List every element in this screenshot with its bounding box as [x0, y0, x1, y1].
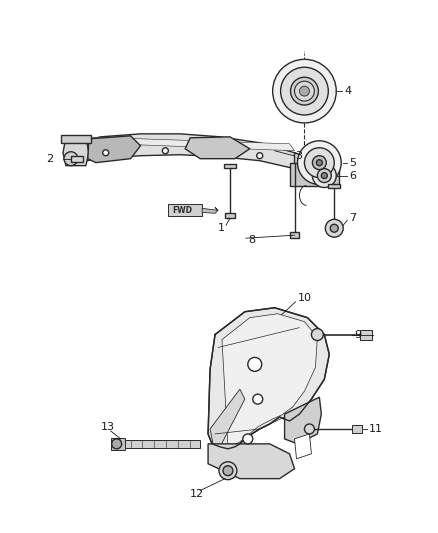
Circle shape: [297, 141, 341, 184]
Circle shape: [294, 81, 314, 101]
Polygon shape: [111, 438, 124, 450]
Polygon shape: [73, 134, 318, 179]
Text: 11: 11: [369, 424, 383, 434]
Circle shape: [223, 466, 233, 475]
Polygon shape: [123, 440, 200, 448]
Circle shape: [312, 164, 336, 188]
Text: FWD: FWD: [172, 206, 192, 215]
Polygon shape: [328, 183, 340, 189]
Text: 9: 9: [354, 329, 361, 340]
Circle shape: [281, 67, 328, 115]
Polygon shape: [208, 308, 329, 449]
Polygon shape: [208, 444, 294, 479]
Text: 4: 4: [344, 86, 351, 96]
Circle shape: [304, 424, 314, 434]
Polygon shape: [168, 204, 202, 216]
Polygon shape: [88, 136, 141, 163]
Polygon shape: [202, 207, 218, 213]
Circle shape: [318, 168, 331, 182]
Circle shape: [253, 394, 263, 404]
Text: 7: 7: [349, 213, 356, 223]
Circle shape: [273, 59, 336, 123]
Circle shape: [290, 77, 318, 105]
Circle shape: [300, 86, 309, 96]
Circle shape: [220, 463, 236, 479]
Circle shape: [103, 150, 109, 156]
Polygon shape: [352, 425, 362, 433]
Polygon shape: [185, 137, 250, 159]
Text: 5: 5: [349, 158, 356, 168]
Circle shape: [243, 434, 253, 444]
Polygon shape: [290, 232, 300, 238]
Polygon shape: [360, 329, 372, 340]
Text: 2: 2: [46, 154, 53, 164]
Polygon shape: [225, 213, 235, 219]
Circle shape: [316, 160, 322, 166]
Polygon shape: [210, 389, 245, 447]
Text: 3: 3: [296, 151, 303, 161]
Circle shape: [304, 148, 334, 177]
Polygon shape: [290, 163, 339, 185]
Polygon shape: [294, 153, 329, 185]
Circle shape: [257, 153, 263, 159]
Circle shape: [112, 439, 122, 449]
Text: 13: 13: [101, 422, 115, 432]
Text: 10: 10: [297, 293, 311, 303]
Circle shape: [162, 148, 168, 154]
Polygon shape: [81, 137, 294, 151]
Circle shape: [325, 219, 343, 237]
Polygon shape: [224, 164, 236, 168]
Text: 8: 8: [248, 235, 255, 245]
Text: 1: 1: [218, 223, 225, 233]
Circle shape: [219, 462, 237, 480]
Polygon shape: [71, 156, 83, 161]
Polygon shape: [222, 314, 318, 447]
Circle shape: [64, 152, 78, 166]
Circle shape: [312, 156, 326, 169]
Text: 12: 12: [190, 489, 204, 498]
Polygon shape: [285, 397, 321, 444]
Polygon shape: [61, 135, 91, 143]
Circle shape: [311, 329, 323, 341]
Circle shape: [330, 224, 338, 232]
Circle shape: [248, 358, 262, 372]
Polygon shape: [294, 434, 311, 459]
Polygon shape: [63, 137, 89, 166]
Text: 6: 6: [349, 171, 356, 181]
Circle shape: [321, 173, 327, 179]
Circle shape: [298, 85, 311, 97]
